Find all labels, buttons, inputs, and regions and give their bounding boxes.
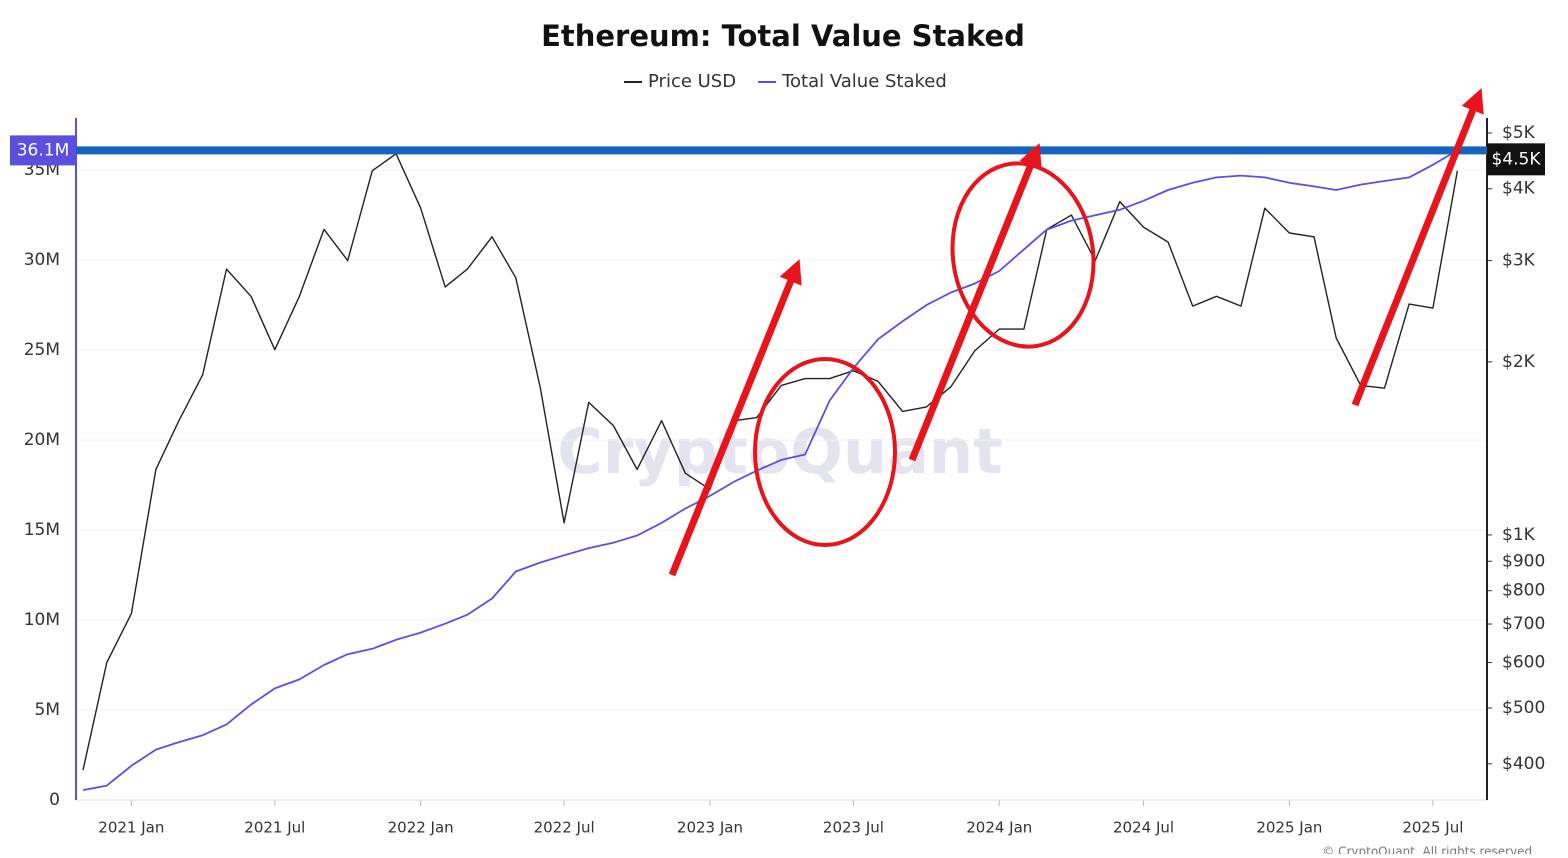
x-tick-label: 2023 Jul: [823, 819, 884, 837]
watermark: CryptoQuant: [557, 415, 1003, 488]
x-tick-label: 2024 Jul: [1113, 819, 1174, 837]
y-tick-label: 5M: [35, 700, 60, 720]
highlight-left-box: [10, 135, 76, 166]
annotation-arrow: [908, 143, 1042, 462]
y2-tick-label: $5K: [1502, 123, 1536, 143]
legend-label: Total Value Staked: [781, 71, 947, 92]
highlight-left-label: 36.1M: [17, 140, 70, 160]
y2-tick-label: $4K: [1502, 179, 1536, 199]
y2-tick-label: $600: [1502, 653, 1545, 673]
highlight-right-box: [1487, 143, 1545, 176]
y-tick-label: 30M: [24, 250, 60, 270]
y-tick-label: 25M: [24, 340, 60, 360]
annotation-circle: [950, 161, 1096, 349]
x-tick-label: 2022 Jan: [388, 819, 454, 837]
y2-tick-label: $1K: [1502, 525, 1536, 545]
y2-tick-label: $900: [1502, 551, 1545, 571]
series-line: [82, 153, 1459, 771]
y-tick-label: 0: [49, 790, 60, 810]
y-tick-label: 20M: [24, 430, 60, 450]
y-tick-label: 15M: [24, 520, 60, 540]
annotation-arrow: [1351, 88, 1484, 407]
x-tick-label: 2023 Jan: [677, 819, 743, 837]
x-tick-label: 2025 Jan: [1256, 819, 1322, 837]
x-tick-label: 2021 Jul: [244, 819, 305, 837]
annotation-circle: [753, 357, 897, 547]
series-line: [82, 149, 1458, 791]
y-tick-label: 10M: [24, 610, 60, 630]
footer: © CryptoQuant. All rights reserved.: [1322, 845, 1536, 855]
y2-tick-label: $3K: [1502, 251, 1536, 271]
chart-title: Ethereum: Total Value Staked: [541, 19, 1025, 53]
y2-tick-label: $500: [1502, 698, 1545, 718]
legend: Price USD Total Value Staked: [624, 71, 947, 92]
legend-label: Price USD: [648, 71, 736, 92]
y2-tick-label: $700: [1502, 614, 1545, 634]
annotation-arrow: [668, 259, 802, 577]
x-tick-label: 2022 Jul: [534, 819, 595, 837]
x-tick-label: 2021 Jan: [98, 819, 164, 837]
x-tick-label: 2025 Jul: [1402, 819, 1463, 837]
highlight-right-label: $4.5K: [1492, 149, 1542, 169]
y2-tick-label: $2K: [1502, 352, 1536, 372]
x-tick-label: 2024 Jan: [966, 819, 1032, 837]
y2-tick-label: $800: [1502, 581, 1545, 601]
y2-tick-label: $400: [1502, 754, 1545, 774]
